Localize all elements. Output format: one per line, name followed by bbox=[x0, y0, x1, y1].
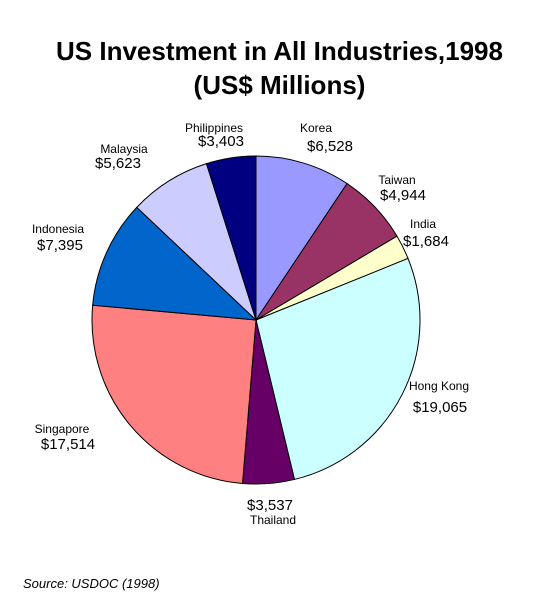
slice-value-thailand: $3,537 bbox=[247, 497, 293, 514]
pie-slice-singapore bbox=[91, 304, 257, 484]
slice-value-philippines: $3,403 bbox=[198, 133, 244, 150]
slice-name-hong-kong: Hong Kong bbox=[409, 379, 469, 393]
pie-slice-korea bbox=[255, 155, 348, 322]
slice-value-hong-kong: $19,065 bbox=[413, 399, 467, 416]
slice-name-thailand: Thailand bbox=[250, 513, 296, 527]
slice-name-indonesia: Indonesia bbox=[32, 222, 84, 236]
slice-value-india: $1,684 bbox=[403, 233, 449, 250]
pie-slice-philippines bbox=[205, 155, 257, 321]
source-note: Source: USDOC (1998) bbox=[23, 576, 160, 591]
chart-subtitle: (US$ Millions) bbox=[193, 70, 366, 100]
chart-title: US Investment in All Industries,1998 bbox=[56, 36, 503, 66]
slice-name-korea: Korea bbox=[300, 121, 332, 135]
pie-slice-indonesia bbox=[92, 206, 258, 321]
slice-value-indonesia: $7,395 bbox=[37, 237, 83, 254]
chart-title-block: US Investment in All Industries,1998 (US… bbox=[0, 34, 559, 102]
slice-name-singapore: Singapore bbox=[35, 422, 90, 436]
slice-name-india: India bbox=[410, 217, 436, 231]
slice-name-philippines: Philippines bbox=[185, 121, 243, 135]
slice-name-taiwan: Taiwan bbox=[378, 173, 415, 187]
slice-value-taiwan: $4,944 bbox=[380, 187, 426, 204]
slice-value-malaysia: $5,623 bbox=[95, 155, 141, 172]
slice-value-singapore: $17,514 bbox=[41, 436, 95, 453]
slice-name-malaysia: Malaysia bbox=[100, 142, 148, 156]
pie-slice-hong-kong bbox=[255, 257, 421, 481]
slice-value-korea: $6,528 bbox=[307, 138, 353, 155]
